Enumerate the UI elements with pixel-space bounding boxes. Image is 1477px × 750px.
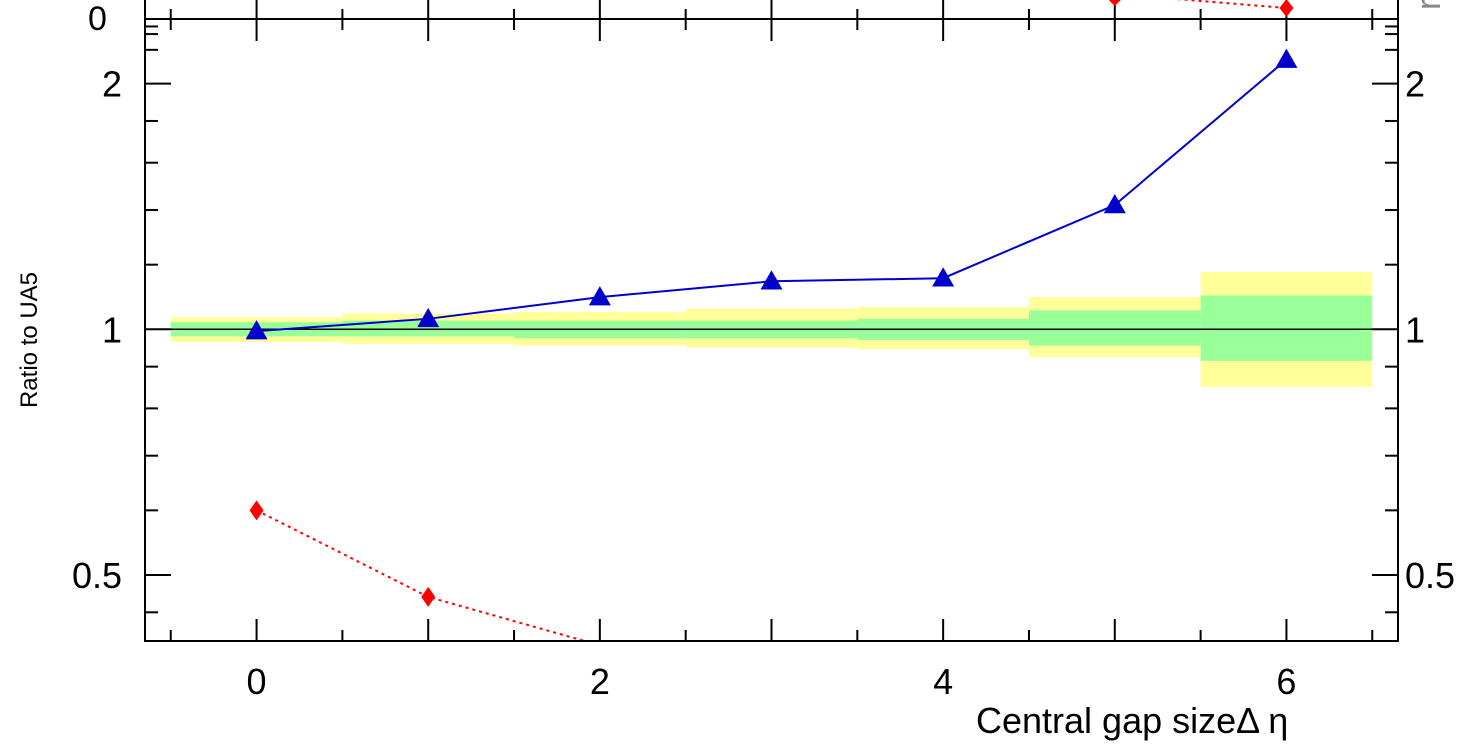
upper-diamond-marker (1108, 0, 1121, 6)
x-axis-label: Central gap sizeΔ η (976, 700, 1288, 741)
triangle-marker (588, 286, 611, 306)
inner-band-bin (1028, 310, 1201, 346)
right-axis-label: 0.5 (1405, 555, 1455, 596)
x-tick-labels: 0 2 4 6 (247, 661, 1297, 702)
x-tick-label: 4 (933, 661, 953, 702)
series-line (256, 58, 1288, 333)
right-axis-label: 2 (1405, 64, 1425, 105)
inner-band-bin (342, 320, 515, 337)
inner-band-bin (1200, 295, 1373, 361)
y-tick-label: 0.5 (72, 555, 122, 596)
y-tick-labels: 0.5 1 2 (72, 64, 122, 596)
x-axis-ticks (169, 19, 1374, 641)
y-axis-label: Ratio to UA5 (16, 272, 43, 408)
triangle-marker (932, 267, 955, 287)
upper-diamond-marker (1279, 0, 1294, 17)
triangle-marker (1103, 194, 1126, 214)
x-axis-label-symbol: Δ η (1236, 700, 1288, 741)
right-axis-labels: 0.5 1 2 (1405, 64, 1455, 596)
x-tick-label: 0 (247, 661, 267, 702)
upper-panel-clipped-right-label: r (1410, 0, 1448, 10)
y-tick-label: 1 (102, 309, 122, 350)
y-axis-ticks (145, 25, 1398, 614)
upper-panel-red-series (1108, 0, 1294, 17)
upper-panel-clipped-label: 0 (88, 0, 107, 38)
diamond-marker (421, 586, 436, 607)
series-markers (245, 48, 1298, 607)
x-tick-label: 6 (1276, 661, 1296, 702)
right-axis-label: 1 (1405, 309, 1425, 350)
upper-panel-ticks (169, 0, 1374, 19)
diamond-marker (249, 500, 264, 521)
upper-red-line (1176, 0, 1287, 9)
y-tick-label: 2 (102, 64, 122, 105)
triangle-marker (245, 320, 268, 340)
triangle-marker (760, 270, 783, 290)
triangle-marker (417, 307, 440, 328)
series-line (256, 509, 589, 641)
triangle-marker (1275, 48, 1298, 68)
x-axis-label-text: Central gap size (976, 700, 1236, 741)
x-tick-label: 2 (590, 661, 610, 702)
